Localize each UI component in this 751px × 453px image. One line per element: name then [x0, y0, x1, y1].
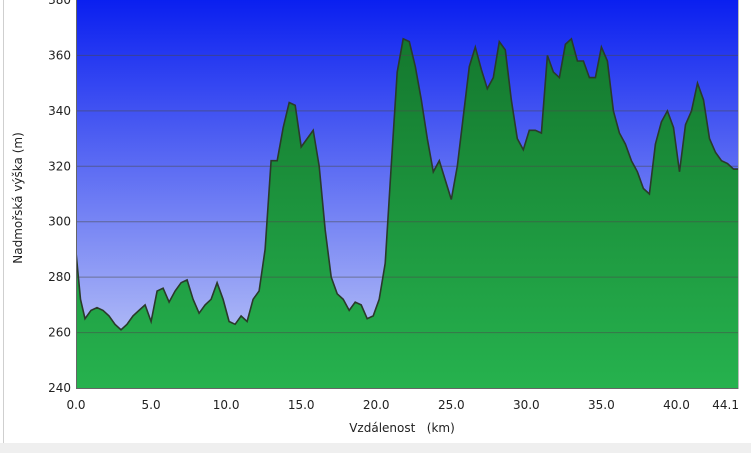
x-tick-labels: 0.0 5.0 10.0 15.0 20.0 25.0 30.0 35.0 40.0 44.1 [66, 398, 739, 412]
x-tick-label: 40.0 [663, 398, 690, 412]
x-tick-label: 20.0 [363, 398, 390, 412]
y-axis-title: Nadmořská výška (m) [11, 132, 25, 263]
y-tick-label: 300 [48, 215, 71, 229]
y-tick-label: 340 [48, 104, 71, 118]
x-tick-label: 25.0 [438, 398, 465, 412]
y-tick-label: 320 [48, 159, 71, 173]
elevation-area [76, 38, 738, 388]
x-axis-title: Vzdálenost (km) [349, 421, 455, 435]
elevation-line [76, 37, 738, 331]
y-tick-label: 280 [48, 270, 71, 284]
x-tick-label: 35.0 [588, 398, 615, 412]
x-tick-label: 10.0 [213, 398, 240, 412]
y-tick-label: 260 [48, 326, 71, 340]
x-tick-label: 15.0 [288, 398, 315, 412]
x-tick-label: 5.0 [142, 398, 161, 412]
gridlines [76, 54, 738, 334]
x-tick-label: 30.0 [513, 398, 540, 412]
x-tick-label: 0.0 [66, 398, 85, 412]
x-tick-label: 44.1 [712, 398, 739, 412]
y-tick-label: 360 [48, 48, 71, 62]
y-tick-labels: 240 260 280 300 320 340 360 380 [48, 0, 71, 395]
y-tick-label: 240 [48, 381, 71, 395]
bottom-band [0, 443, 751, 453]
y-tick-label: 380 [48, 0, 71, 7]
